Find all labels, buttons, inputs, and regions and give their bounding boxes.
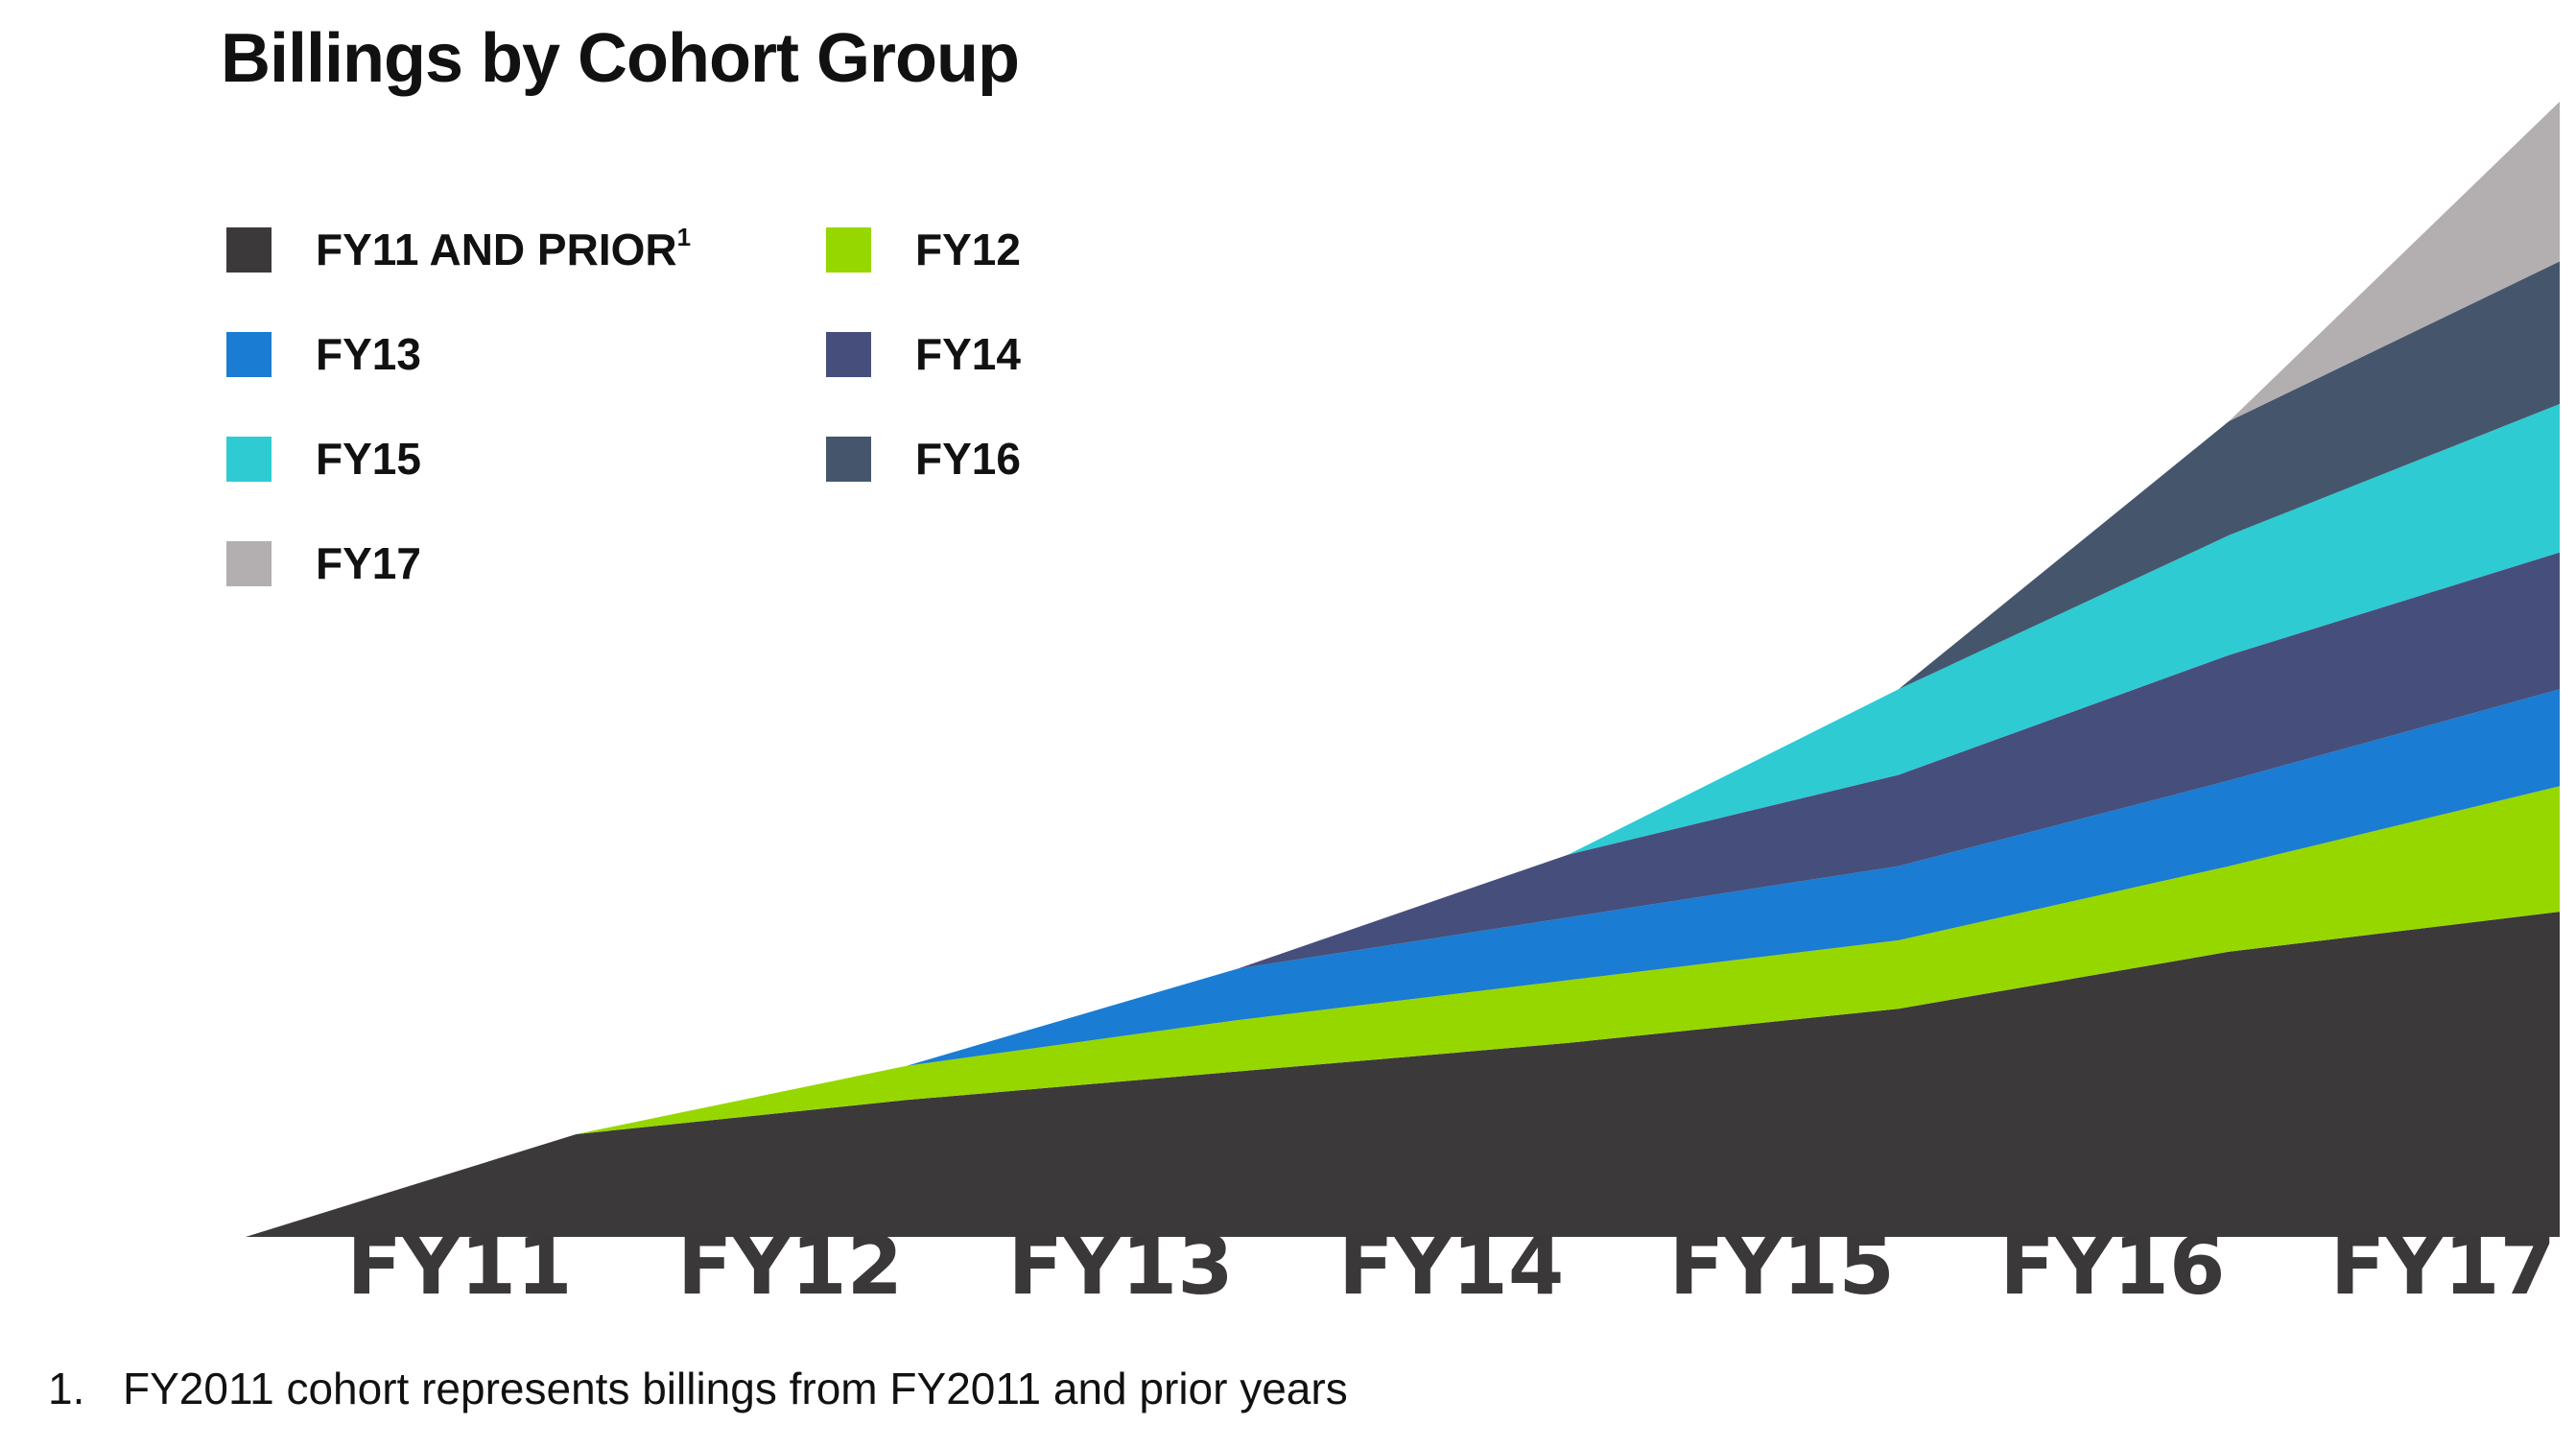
chart-legend: FY11 AND PRIOR1 FY12 FY13 FY14 FY15 FY16 FY17 (226, 221, 1090, 624)
area-fy14 (1237, 552, 2560, 969)
legend-label: FY11 AND PRIOR1 (316, 222, 692, 274)
area-fy17 (2229, 101, 2560, 421)
legend-item-fy14: FY14 (826, 325, 1021, 383)
x-tick-label-fy16: FY16 (1999, 1219, 2225, 1313)
area-fy15 (1568, 404, 2560, 855)
x-tick-label-fy13: FY13 (1008, 1219, 1234, 1313)
x-tick-label-fy15: FY15 (1669, 1219, 1895, 1313)
legend-item-fy15: FY15 (226, 430, 421, 487)
x-tick-label-fy11: FY11 (346, 1219, 572, 1313)
legend-label: FY12 (915, 225, 1021, 274)
x-tick-label-fy12: FY12 (677, 1219, 903, 1313)
legend-swatch (826, 226, 871, 273)
legend-swatch (226, 226, 272, 273)
area-fy12 (576, 786, 2560, 1134)
legend-label: FY16 (915, 434, 1021, 484)
x-tick-label-fy14: FY14 (1338, 1219, 1564, 1313)
x-tick-label-fy17: FY17 (2330, 1219, 2556, 1313)
footnote: 1. FY2011 cohort represents billings from… (48, 1363, 1348, 1414)
chart-title: Billings by Cohort Group (221, 20, 1020, 97)
stacked-area-chart: FY11 FY12 FY13 FY14 FY15 FY16 FY17 (246, 101, 2560, 1313)
area-fy11-and-prior (246, 912, 2560, 1237)
legend-swatch (826, 331, 871, 377)
legend-label: FY13 (316, 329, 421, 379)
legend-superscript: 1 (676, 222, 692, 251)
chart-areas (246, 101, 2560, 1237)
legend-item-fy17: FY17 (226, 534, 421, 592)
legend-label: FY15 (316, 434, 421, 484)
legend-item-fy13: FY13 (226, 325, 421, 383)
area-fy16 (1898, 261, 2560, 690)
footnote-text: FY2011 cohort represents billings from F… (123, 1364, 1348, 1413)
legend-swatch (226, 331, 272, 377)
legend-item-fy16: FY16 (826, 430, 1021, 487)
legend-label: FY14 (915, 329, 1021, 379)
legend-swatch (826, 436, 871, 482)
footnote-number: 1. (48, 1364, 85, 1413)
x-axis-tick-labels: FY11 FY12 FY13 FY14 FY15 FY16 FY17 (346, 1219, 2556, 1313)
legend-item-fy12: FY12 (826, 221, 1021, 278)
legend-swatch (226, 436, 272, 482)
legend-label: FY17 (316, 538, 421, 588)
area-fy13 (907, 689, 2560, 1066)
legend-item-fy11-and-prior: FY11 AND PRIOR1 (226, 221, 691, 278)
legend-swatch (226, 540, 272, 586)
